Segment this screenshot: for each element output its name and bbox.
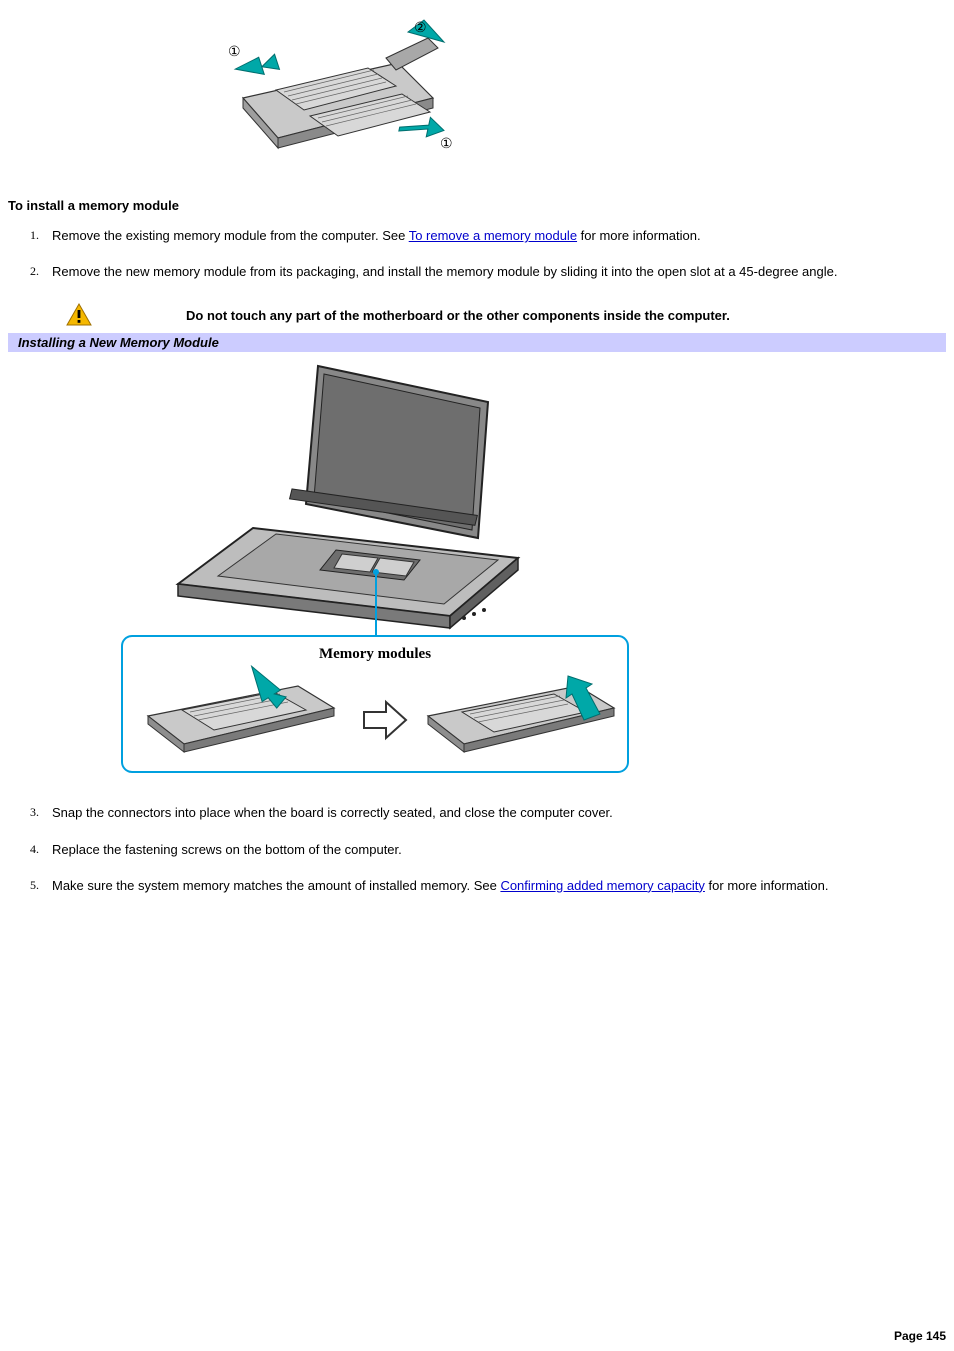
steps-list-top: 1. Remove the existing memory module fro… [30, 227, 946, 299]
step-2: 2. Remove the new memory module from its… [30, 263, 946, 299]
section-heading-install: To install a memory module [8, 198, 946, 213]
warning-icon [66, 303, 94, 327]
step-text: Make sure the system memory matches the … [52, 878, 500, 893]
figure-caption-bar: Installing a New Memory Module [8, 333, 946, 352]
steps-list-bottom: 3. Snap the connectors into place when t… [30, 804, 946, 913]
step-number: 4. [30, 841, 39, 858]
warning-row: Do not touch any part of the motherboard… [66, 303, 946, 327]
figure-label-1-left: ① [228, 43, 241, 59]
link-remove-memory-module[interactable]: To remove a memory module [409, 228, 577, 243]
figure-removing-module: ① ② ① [218, 18, 946, 168]
memory-tray-illustration: ① ② ① [218, 18, 458, 168]
step-4: 4. Replace the fastening screws on the b… [30, 841, 946, 877]
step-number: 2. [30, 263, 39, 280]
step-1: 1. Remove the existing memory module fro… [30, 227, 946, 263]
step-text: Replace the fastening screws on the bott… [52, 842, 402, 857]
figure-installing-module: Memory modules [118, 358, 946, 778]
step-3: 3. Snap the connectors into place when t… [30, 804, 946, 840]
step-number: 1. [30, 227, 39, 244]
step-number: 3. [30, 804, 39, 821]
step-text-after: for more information. [705, 878, 829, 893]
figure-label-2: ② [414, 19, 427, 35]
warning-text: Do not touch any part of the motherboard… [186, 308, 730, 323]
step-text: Snap the connectors into place when the … [52, 805, 613, 820]
step-text: Remove the new memory module from its pa… [52, 264, 837, 279]
page-number: Page 145 [894, 1329, 946, 1343]
step-number: 5. [30, 877, 39, 894]
figure-label-1-right: ① [440, 135, 453, 151]
callout-title: Memory modules [319, 646, 431, 662]
step-5: 5. Make sure the system memory matches t… [30, 877, 946, 913]
step-text: Remove the existing memory module from t… [52, 228, 409, 243]
link-confirm-memory-capacity[interactable]: Confirming added memory capacity [500, 878, 704, 893]
step-text-after: for more information. [577, 228, 701, 243]
